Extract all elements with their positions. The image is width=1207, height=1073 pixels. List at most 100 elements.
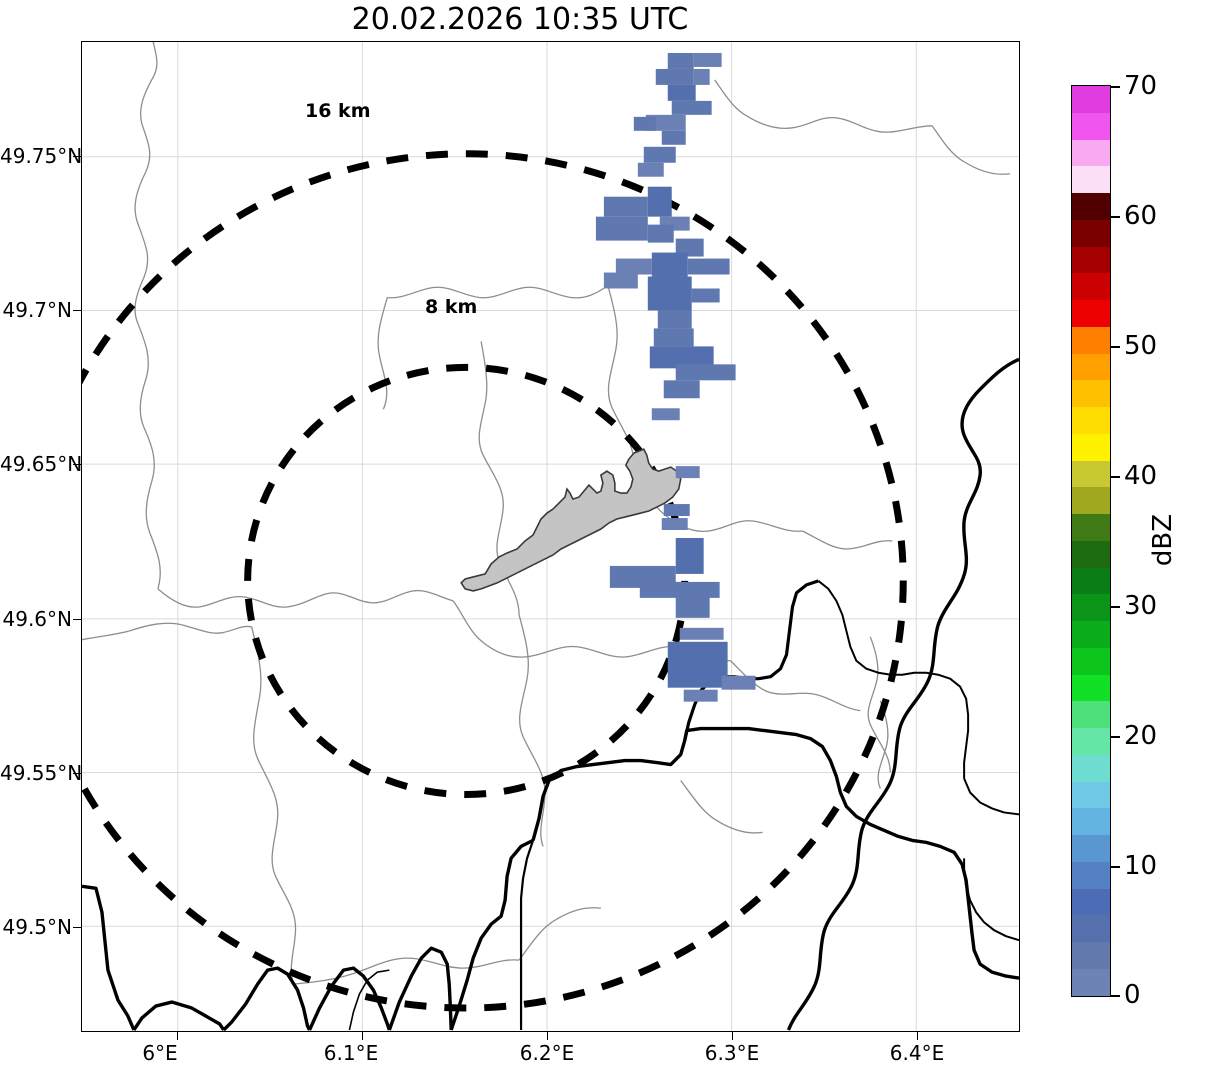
radar-echo-cell: [667, 84, 696, 101]
radar-echo-cell: [683, 689, 718, 702]
colorbar-segment: [1072, 674, 1110, 702]
colorbar-segment: [1072, 487, 1110, 514]
colorbar[interactable]: [1071, 85, 1111, 997]
colorbar-segment: [1072, 433, 1110, 461]
radar-echo-cell: [675, 238, 704, 257]
y-tick: [73, 464, 81, 466]
y-axis-label: 49.65°N: [0, 452, 83, 476]
colorbar-segment: [1072, 112, 1110, 140]
y-tick: [73, 927, 81, 929]
radar-echo-cell: [661, 130, 686, 145]
radar-echo-cell: [595, 216, 648, 241]
colorbar-tick-label: 60: [1124, 201, 1158, 231]
x-axis-label: 6°E: [142, 1041, 178, 1065]
colorbar-tick-label: 50: [1124, 331, 1158, 361]
x-tick: [362, 1032, 364, 1040]
colorbar-segment: [1072, 139, 1110, 167]
radar-echo-cell: [615, 258, 652, 275]
radar-echo-cell: [655, 68, 694, 85]
colorbar-segment: [1072, 353, 1110, 381]
colorbar-segment: [1072, 835, 1110, 862]
y-axis-label: 49.6°N: [2, 607, 73, 631]
y-tick: [73, 619, 81, 621]
colorbar-segment: [1072, 888, 1110, 916]
radar-echo-cell: [653, 328, 694, 347]
x-tick: [177, 1032, 179, 1040]
colorbar-segment: [1072, 594, 1110, 621]
y-axis-label: 49.7°N: [2, 298, 73, 322]
colorbar-tick: [1111, 866, 1120, 868]
radar-echo-layer: [595, 52, 756, 702]
colorbar-segment: [1072, 915, 1110, 942]
colorbar-tick: [1111, 995, 1120, 997]
radar-echo-cell: [721, 675, 756, 690]
gridlines: [82, 42, 1019, 1031]
radar-echo-cell: [671, 100, 712, 115]
colorbar-tick-label: 20: [1124, 721, 1158, 751]
colorbar-tick: [1111, 606, 1120, 608]
radar-echo-cell: [639, 581, 720, 598]
radar-echo-cell: [691, 288, 720, 303]
y-axis-label: 49.5°N: [2, 915, 73, 939]
radar-echo-cell: [693, 52, 722, 67]
colorbar-tick-label: 40: [1124, 461, 1158, 491]
colorbar-segment: [1072, 781, 1110, 809]
x-tick: [547, 1032, 549, 1040]
radar-echo-cell: [675, 364, 736, 381]
colorbar-tick-label: 30: [1124, 591, 1158, 621]
y-axis-label: 49.75°N: [0, 144, 83, 168]
y-axis-label: 49.55°N: [0, 761, 83, 785]
colorbar-segment: [1072, 728, 1110, 755]
colorbar-tick-label: 0: [1124, 980, 1141, 1010]
range-ring-8km: [244, 363, 689, 798]
radar-echo-cell: [675, 537, 704, 574]
radar-echo-cell: [667, 641, 728, 688]
radar-echo-cell: [633, 116, 656, 131]
radar-echo-cell: [647, 186, 672, 217]
colorbar-segment: [1072, 567, 1110, 595]
range-ring-label-8km: 8 km: [425, 296, 478, 318]
map-canvas: [82, 42, 1019, 1031]
colorbar-tick: [1111, 736, 1120, 738]
colorbar-segment: [1072, 460, 1110, 488]
y-tick: [73, 156, 81, 158]
colorbar-segment: [1072, 407, 1110, 434]
colorbar-tick: [1111, 216, 1120, 218]
radar-map-plot[interactable]: [81, 41, 1020, 1032]
colorbar-segment: [1072, 754, 1110, 782]
radar-echo-cell: [651, 408, 680, 421]
radar-echo-cell: [657, 310, 692, 329]
radar-echo-cell: [661, 518, 688, 531]
colorbar-segment: [1072, 808, 1110, 835]
radar-echo-cell: [693, 68, 710, 85]
colorbar-segment: [1072, 861, 1110, 889]
range-ring-16km: [82, 150, 907, 1012]
radar-echo-cell: [687, 258, 730, 275]
colorbar-segment: [1072, 514, 1110, 541]
radar-echo-cell: [647, 276, 692, 311]
radar-echo-cell: [675, 595, 710, 618]
page-title: 20.02.2026 10:35 UTC: [351, 2, 689, 37]
x-tick: [732, 1032, 734, 1040]
x-axis-label: 6.2°E: [519, 1041, 575, 1065]
x-axis-label: 6.1°E: [323, 1041, 379, 1065]
lake-polygon: [460, 448, 682, 592]
colorbar-segment: [1072, 300, 1110, 327]
radar-echo-cell: [603, 196, 648, 217]
x-tick: [917, 1032, 919, 1040]
y-tick: [73, 310, 81, 312]
colorbar-tick-label: 10: [1124, 851, 1158, 881]
radar-echo-cell: [637, 162, 664, 177]
colorbar-segment: [1072, 942, 1110, 969]
colorbar-segment: [1072, 219, 1110, 247]
colorbar-segment: [1072, 968, 1110, 996]
radar-echo-cell: [675, 466, 700, 479]
radar-echo-cell: [643, 146, 676, 163]
y-tick: [73, 773, 81, 775]
radar-echo-cell: [679, 627, 724, 640]
colorbar-segment: [1072, 273, 1110, 300]
colorbar-segment: [1072, 647, 1110, 675]
colorbar-segment: [1072, 86, 1110, 113]
colorbar-segment: [1072, 540, 1110, 568]
colorbar-segment: [1072, 380, 1110, 407]
